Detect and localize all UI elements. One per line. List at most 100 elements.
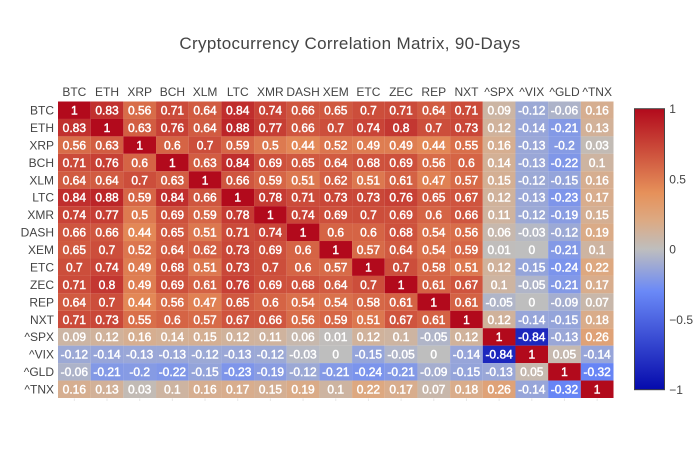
- svg-text:0.12: 0.12: [487, 313, 511, 327]
- svg-text:1: 1: [136, 138, 143, 152]
- svg-text:XEM: XEM: [28, 243, 54, 257]
- svg-text:0.15: 0.15: [585, 208, 609, 222]
- svg-text:-0.13: -0.13: [518, 191, 546, 205]
- svg-text:0.76: 0.76: [226, 278, 250, 292]
- svg-text:LTC: LTC: [32, 191, 54, 205]
- svg-text:-0.32: -0.32: [583, 365, 611, 379]
- svg-text:−1: −1: [669, 383, 683, 397]
- svg-text:0.71: 0.71: [63, 156, 87, 170]
- svg-text:ETC: ETC: [356, 85, 380, 99]
- svg-text:-0.14: -0.14: [518, 383, 546, 397]
- svg-text:-0.2: -0.2: [129, 365, 150, 379]
- svg-text:^VIX: ^VIX: [29, 348, 54, 362]
- svg-text:-0.84: -0.84: [518, 330, 546, 344]
- svg-text:^SPX: ^SPX: [24, 330, 54, 344]
- svg-text:1: 1: [365, 260, 372, 274]
- svg-text:0.6: 0.6: [131, 156, 148, 170]
- svg-text:-0.12: -0.12: [191, 348, 219, 362]
- svg-text:0.71: 0.71: [291, 191, 315, 205]
- svg-text:0.69: 0.69: [259, 156, 283, 170]
- svg-text:0.74: 0.74: [259, 226, 283, 240]
- svg-text:0.49: 0.49: [128, 260, 152, 274]
- svg-text:-0.05: -0.05: [518, 278, 546, 292]
- svg-text:0.13: 0.13: [95, 383, 119, 397]
- svg-text:^GLD: ^GLD: [549, 85, 580, 99]
- svg-text:0.73: 0.73: [95, 313, 119, 327]
- svg-text:REP: REP: [29, 295, 54, 309]
- svg-text:-0.21: -0.21: [322, 365, 350, 379]
- svg-text:0.78: 0.78: [259, 191, 283, 205]
- svg-text:1: 1: [561, 365, 568, 379]
- svg-text:-0.22: -0.22: [159, 365, 187, 379]
- svg-text:1: 1: [71, 104, 78, 118]
- svg-text:NXT: NXT: [30, 313, 55, 327]
- svg-text:0.73: 0.73: [324, 191, 348, 205]
- svg-text:0.7: 0.7: [66, 260, 83, 274]
- svg-text:0.65: 0.65: [161, 226, 185, 240]
- svg-text:-0.12: -0.12: [551, 226, 579, 240]
- svg-text:0.84: 0.84: [226, 104, 250, 118]
- svg-text:0.12: 0.12: [455, 330, 479, 344]
- svg-text:-0.14: -0.14: [518, 121, 546, 135]
- svg-text:0.15: 0.15: [193, 330, 217, 344]
- svg-text:-0.12: -0.12: [61, 348, 89, 362]
- svg-text:0.12: 0.12: [357, 330, 381, 344]
- svg-text:0.51: 0.51: [357, 313, 381, 327]
- svg-text:0.12: 0.12: [487, 121, 511, 135]
- svg-text:ETH: ETH: [95, 85, 119, 99]
- svg-text:0.12: 0.12: [95, 330, 119, 344]
- svg-text:0.66: 0.66: [226, 173, 250, 187]
- svg-text:-0.05: -0.05: [387, 348, 415, 362]
- svg-text:0.88: 0.88: [95, 191, 119, 205]
- svg-text:0.03: 0.03: [585, 138, 609, 152]
- svg-text:-0.05: -0.05: [420, 330, 448, 344]
- svg-text:0.58: 0.58: [422, 260, 446, 274]
- svg-text:0.22: 0.22: [357, 383, 381, 397]
- svg-text:0.63: 0.63: [193, 156, 217, 170]
- svg-text:0.56: 0.56: [63, 138, 87, 152]
- svg-text:0.05: 0.05: [553, 348, 577, 362]
- svg-text:^VIX: ^VIX: [519, 85, 544, 99]
- svg-text:0.7: 0.7: [99, 243, 116, 257]
- svg-text:XRP: XRP: [29, 138, 54, 152]
- svg-text:0.51: 0.51: [455, 260, 479, 274]
- svg-text:-0.14: -0.14: [518, 313, 546, 327]
- svg-text:REP: REP: [421, 85, 446, 99]
- svg-text:BCH: BCH: [29, 156, 54, 170]
- svg-text:-0.19: -0.19: [257, 365, 285, 379]
- svg-text:-0.15: -0.15: [551, 313, 579, 327]
- svg-text:0.83: 0.83: [63, 121, 87, 135]
- svg-text:BTC: BTC: [62, 85, 86, 99]
- svg-text:0.54: 0.54: [422, 243, 446, 257]
- svg-text:0.71: 0.71: [455, 104, 479, 118]
- svg-text:0.62: 0.62: [324, 173, 348, 187]
- svg-text:0.67: 0.67: [455, 278, 479, 292]
- svg-text:ZEC: ZEC: [30, 278, 54, 292]
- svg-text:XMR: XMR: [257, 85, 284, 99]
- svg-text:0: 0: [528, 295, 535, 309]
- svg-text:1: 1: [234, 191, 241, 205]
- svg-text:1: 1: [528, 348, 535, 362]
- svg-text:0.64: 0.64: [389, 243, 413, 257]
- svg-text:0.64: 0.64: [95, 173, 119, 187]
- svg-text:0.5: 0.5: [669, 172, 686, 186]
- svg-text:0.26: 0.26: [487, 383, 511, 397]
- svg-text:0.66: 0.66: [259, 313, 283, 327]
- svg-text:-0.13: -0.13: [159, 348, 187, 362]
- svg-text:0.12: 0.12: [487, 191, 511, 205]
- svg-text:0.69: 0.69: [161, 278, 185, 292]
- svg-text:XLM: XLM: [29, 173, 54, 187]
- svg-text:XEM: XEM: [323, 85, 349, 99]
- svg-text:0.66: 0.66: [291, 121, 315, 135]
- svg-text:0.56: 0.56: [128, 104, 152, 118]
- svg-text:0.71: 0.71: [63, 278, 87, 292]
- svg-text:0.6: 0.6: [262, 295, 279, 309]
- svg-text:XLM: XLM: [193, 85, 218, 99]
- svg-text:0.63: 0.63: [161, 173, 185, 187]
- svg-text:-0.21: -0.21: [551, 243, 579, 257]
- svg-text:0.6: 0.6: [295, 243, 312, 257]
- svg-text:0.65: 0.65: [63, 243, 87, 257]
- svg-text:1: 1: [332, 243, 339, 257]
- svg-text:0.69: 0.69: [389, 156, 413, 170]
- svg-text:0.61: 0.61: [389, 295, 413, 309]
